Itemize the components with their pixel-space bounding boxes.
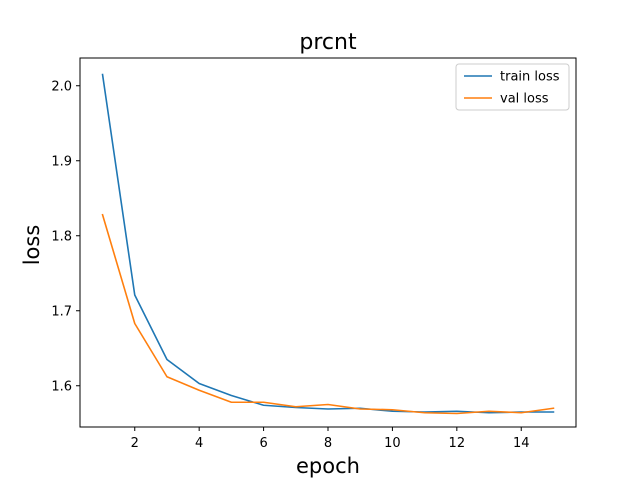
x-axis-label: epoch	[296, 454, 360, 478]
y-tick-label: 1.6	[51, 379, 72, 394]
legend: train loss val loss	[455, 63, 570, 111]
series-line-val-loss	[101, 213, 555, 415]
plot-area: 2 4 6 8 10 12 14 1.6 1.7 1.8 1.9 2.0	[51, 57, 577, 451]
legend-label-val-loss: val loss	[500, 92, 549, 107]
legend-label-train-loss: train loss	[500, 70, 560, 85]
x-tick-label: 8	[324, 436, 332, 451]
y-axis-label: loss	[20, 225, 44, 266]
chart-title: prcnt	[299, 30, 357, 55]
axes-frame	[79, 57, 577, 428]
x-tick-label: 12	[449, 436, 466, 451]
series-line-train-loss	[101, 73, 555, 414]
y-tick-label: 1.7	[51, 304, 72, 319]
y-tick-label: 2.0	[51, 79, 72, 94]
y-tick-label: 1.9	[51, 154, 72, 169]
x-tick-label: 10	[384, 436, 401, 451]
x-tick-label: 4	[195, 436, 203, 451]
y-tick-label: 1.8	[51, 229, 72, 244]
x-tick-label: 2	[131, 436, 139, 451]
x-tick-label: 6	[259, 436, 267, 451]
x-tick-label: 14	[513, 436, 530, 451]
